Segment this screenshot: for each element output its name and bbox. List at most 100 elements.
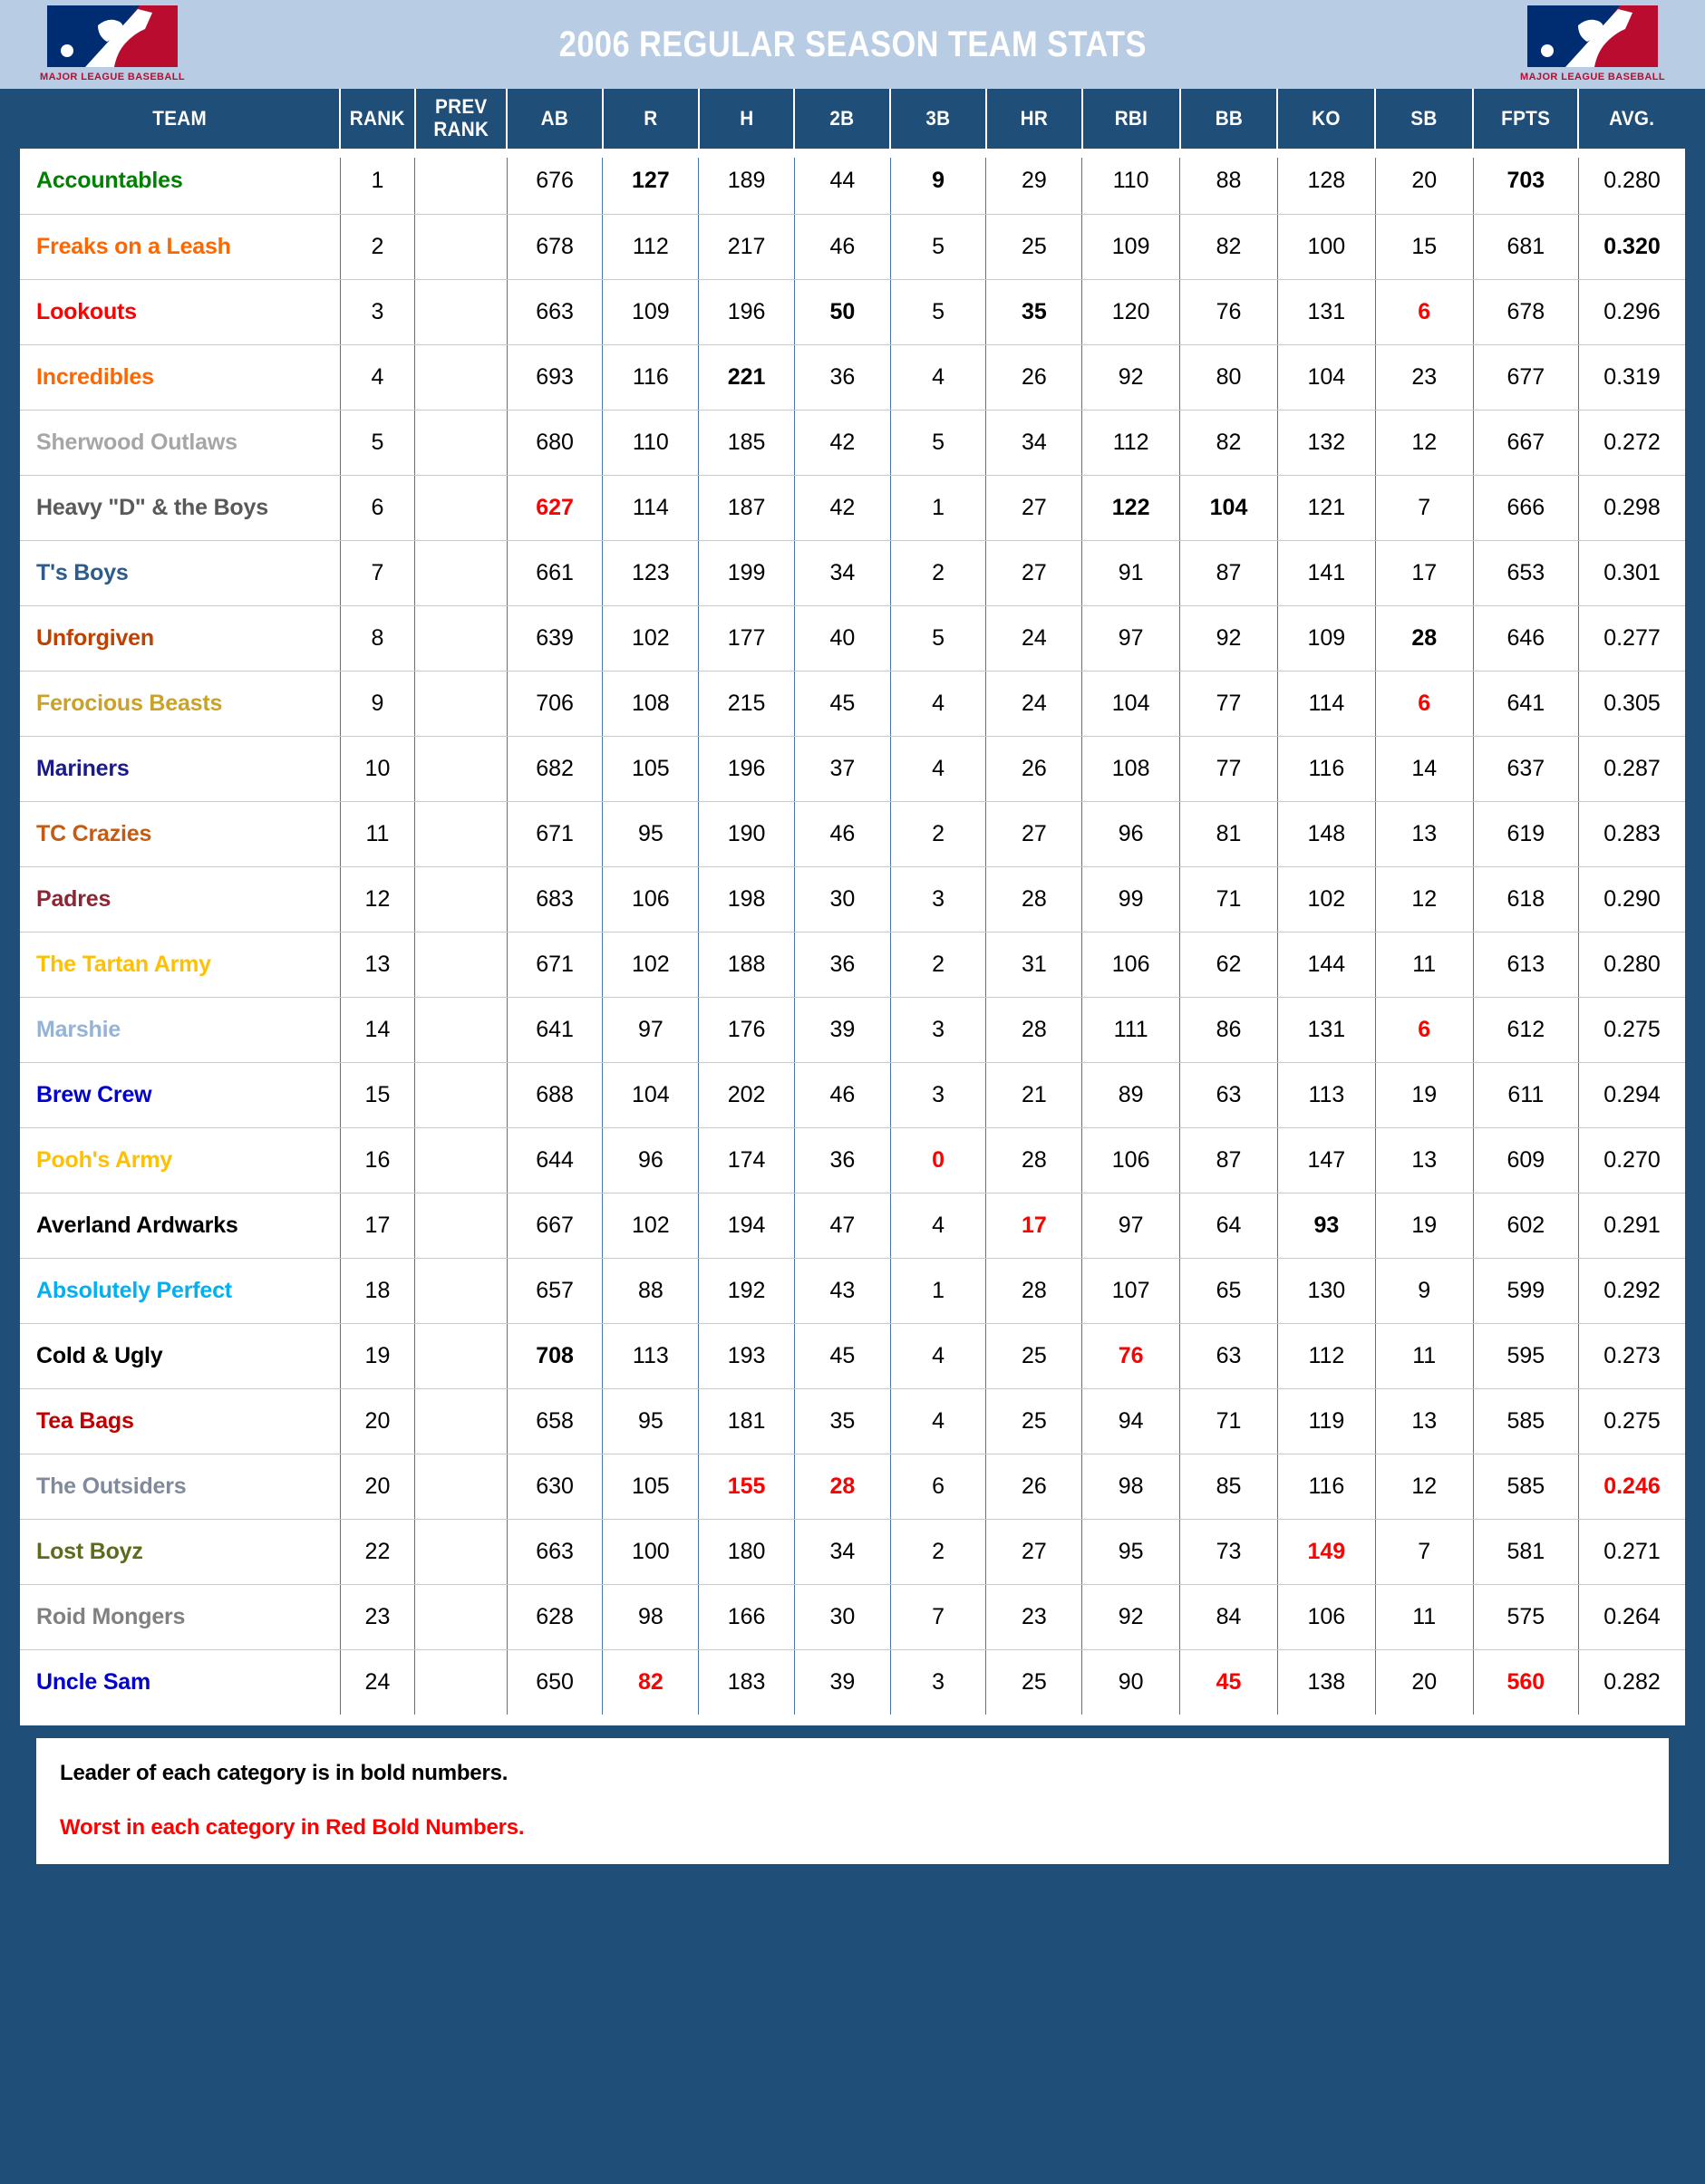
team-name-cell[interactable]: Ferocious Beasts [20, 671, 341, 737]
cell-3b: 9 [889, 149, 986, 215]
cell-2b: 42 [793, 410, 891, 476]
col-header-bb[interactable]: BB [1181, 89, 1276, 149]
team-name-cell[interactable]: Padres [20, 866, 341, 933]
cell-ab: 706 [506, 671, 603, 737]
col-header-sb[interactable]: SB [1377, 89, 1471, 149]
cell-hr: 27 [985, 1519, 1082, 1585]
team-name-cell[interactable]: Freaks on a Leash [20, 214, 341, 280]
team-name-cell[interactable]: Averland Ardwarks [20, 1193, 341, 1259]
cell-rank: 13 [339, 932, 415, 998]
cell-bb: 87 [1179, 540, 1278, 606]
col-header-avg[interactable]: AVG. [1581, 89, 1682, 149]
team-name-cell[interactable]: Lost Boyz [20, 1519, 341, 1585]
col-header-hr[interactable]: HR [988, 89, 1080, 149]
page-title: 2006 REGULAR SEASON TEAM STATS [558, 24, 1147, 64]
team-name-cell[interactable]: Unforgiven [20, 605, 341, 672]
cell-2b: 40 [793, 605, 891, 672]
team-name-cell[interactable]: Lookouts [20, 279, 341, 345]
team-name-cell[interactable]: Absolutely Perfect [20, 1258, 341, 1324]
cell-prev-rank [414, 540, 508, 606]
team-name-cell[interactable]: Sherwood Outlaws [20, 410, 341, 476]
cell-bb: 63 [1179, 1062, 1278, 1128]
cell-3b: 3 [889, 1062, 986, 1128]
cell-rank: 16 [339, 1127, 415, 1193]
team-name-cell[interactable]: Tea Bags [20, 1388, 341, 1454]
cell-ko: 144 [1276, 932, 1376, 998]
cell-sb: 9 [1374, 1258, 1474, 1324]
team-name-cell[interactable]: T's Boys [20, 540, 341, 606]
cell-ab: 671 [506, 932, 603, 998]
cell-2b: 50 [793, 279, 891, 345]
cell-bb: 87 [1179, 1127, 1278, 1193]
col-header-3b[interactable]: 3B [892, 89, 984, 149]
cell-ko: 112 [1276, 1323, 1376, 1389]
cell-2b: 47 [793, 1193, 891, 1259]
table-row: T's Boys 7 661 123 199 34 2 27 91 87 141 17 653 0.301 [20, 540, 1685, 606]
cell-h: 198 [698, 866, 795, 933]
cell-prev-rank [414, 1127, 508, 1193]
cell-hr: 27 [985, 801, 1082, 867]
cell-rbi: 76 [1081, 1323, 1180, 1389]
team-name-cell[interactable]: The Tartan Army [20, 932, 341, 998]
col-header-2b[interactable]: 2B [796, 89, 888, 149]
cell-prev-rank [414, 605, 508, 672]
cell-ko: 114 [1276, 671, 1376, 737]
team-name-cell[interactable]: Mariners [20, 736, 341, 802]
team-name-cell[interactable]: The Outsiders [20, 1454, 341, 1520]
cell-h: 189 [698, 149, 795, 215]
team-name-cell[interactable]: Uncle Sam [20, 1649, 341, 1715]
cell-r: 102 [602, 932, 699, 998]
col-header-r[interactable]: R [605, 89, 697, 149]
cell-rank: 12 [339, 866, 415, 933]
col-header-prev-rank[interactable]: PREV RANK [416, 89, 506, 149]
cell-sb: 12 [1374, 410, 1474, 476]
cell-rank: 8 [339, 605, 415, 672]
table-row: Lookouts 3 663 109 196 50 5 35 120 76 131 6 678 0.296 [20, 279, 1685, 345]
cell-avg: 0.294 [1577, 1062, 1685, 1128]
col-header-ab[interactable]: AB [509, 89, 601, 149]
cell-bb: 63 [1179, 1323, 1278, 1389]
cell-sb: 28 [1374, 605, 1474, 672]
table-row: Marshie 14 641 97 176 39 3 28 111 86 131 6 612 0.275 [20, 997, 1685, 1063]
col-header-rank[interactable]: RANK [341, 89, 414, 149]
cell-ab: 661 [506, 540, 603, 606]
cell-r: 100 [602, 1519, 699, 1585]
cell-2b: 39 [793, 1649, 891, 1715]
cell-3b: 5 [889, 279, 986, 345]
team-name-cell[interactable]: Heavy "D" & the Boys [20, 475, 341, 541]
cell-sb: 11 [1374, 1323, 1474, 1389]
cell-ko: 128 [1276, 149, 1376, 215]
team-name-cell[interactable]: Brew Crew [20, 1062, 341, 1128]
team-name-cell[interactable]: Marshie [20, 997, 341, 1063]
col-header-fpts[interactable]: FPTS [1475, 89, 1576, 149]
mlb-logo-right: MAJOR LEAGUE BASEBALL [1511, 5, 1674, 83]
team-name-cell[interactable]: Accountables [20, 149, 341, 215]
col-header-ko[interactable]: KO [1279, 89, 1373, 149]
team-name-cell[interactable]: TC Crazies [20, 801, 341, 867]
cell-fpts: 653 [1472, 540, 1579, 606]
cell-sb: 20 [1374, 149, 1474, 215]
team-name-cell[interactable]: Roid Mongers [20, 1584, 341, 1650]
team-name-cell[interactable]: Cold & Ugly [20, 1323, 341, 1389]
cell-ab: 682 [506, 736, 603, 802]
cell-3b: 2 [889, 540, 986, 606]
col-header-team[interactable]: TEAM [29, 89, 332, 149]
col-header-rbi[interactable]: RBI [1084, 89, 1178, 149]
cell-ko: 130 [1276, 1258, 1376, 1324]
cell-hr: 25 [985, 214, 1082, 280]
cell-rbi: 108 [1081, 736, 1180, 802]
cell-rbi: 109 [1081, 214, 1180, 280]
cell-rank: 11 [339, 801, 415, 867]
cell-sb: 14 [1374, 736, 1474, 802]
cell-2b: 37 [793, 736, 891, 802]
team-name-cell[interactable]: Pooh's Army [20, 1127, 341, 1193]
cell-rank: 20 [339, 1454, 415, 1520]
cell-h: 194 [698, 1193, 795, 1259]
cell-sb: 11 [1374, 932, 1474, 998]
cell-bb: 85 [1179, 1454, 1278, 1520]
col-header-h[interactable]: H [700, 89, 793, 149]
team-name-cell[interactable]: Incredibles [20, 344, 341, 411]
cell-rbi: 97 [1081, 1193, 1180, 1259]
table-row: Tea Bags 20 658 95 181 35 4 25 94 71 119 13 585 0.275 [20, 1388, 1685, 1454]
cell-hr: 27 [985, 540, 1082, 606]
